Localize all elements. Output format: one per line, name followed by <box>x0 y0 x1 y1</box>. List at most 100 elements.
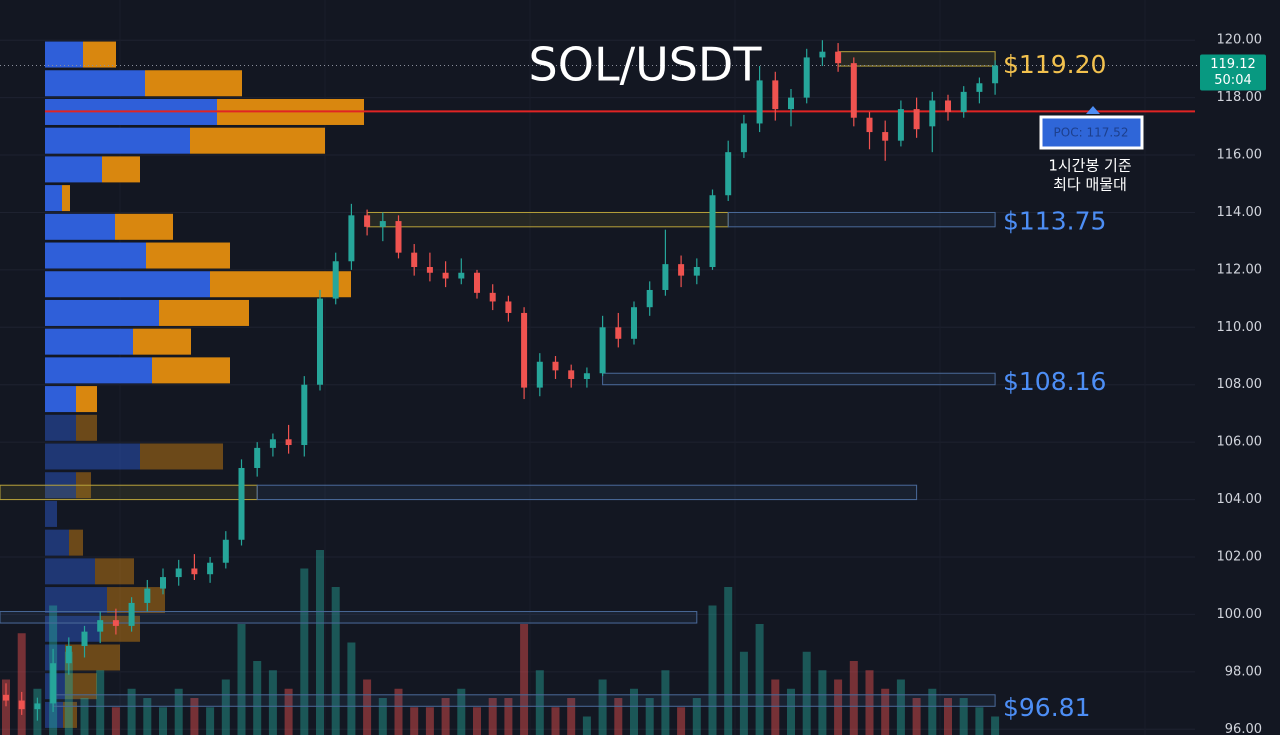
poc-box <box>1039 115 1144 150</box>
candle-body <box>568 370 575 379</box>
candle-body <box>269 439 276 448</box>
volume-bar <box>206 707 215 735</box>
volume-bar <box>724 587 733 735</box>
volume-bar <box>959 698 968 735</box>
candle-body <box>285 439 292 446</box>
candle-body <box>740 123 747 153</box>
candle-body <box>175 568 182 578</box>
volume-bar <box>237 624 246 735</box>
candle-body <box>945 100 951 112</box>
profile-buy <box>45 213 115 240</box>
candle-body <box>536 361 543 388</box>
candle-body <box>474 272 480 293</box>
candle-body <box>112 620 119 626</box>
profile-buy <box>45 242 146 269</box>
profile-buy <box>45 357 152 384</box>
volume-bar <box>692 698 701 735</box>
profile-buy <box>45 299 159 326</box>
candle-body <box>709 195 716 268</box>
zone <box>602 372 996 386</box>
y-tick-label: 114.00 <box>1217 205 1263 220</box>
zone <box>366 211 729 228</box>
volume-bar <box>96 670 105 735</box>
candle-body <box>976 83 983 92</box>
last-price: 119.12 <box>1210 57 1256 72</box>
candle-body <box>50 663 57 704</box>
y-tick-label: 108.00 <box>1217 377 1263 392</box>
volume-bar <box>504 698 513 735</box>
volume-bar <box>473 707 481 735</box>
profile-buy <box>45 328 133 355</box>
y-tick-label: 96.00 <box>1225 722 1262 735</box>
candle-body <box>788 97 794 110</box>
volume-bar <box>928 688 937 735</box>
volume-bar <box>739 651 748 735</box>
level-label: $108.16 <box>1003 367 1106 396</box>
volume-bar <box>111 707 120 735</box>
volume-bar <box>441 698 450 735</box>
volume-bar <box>316 550 324 735</box>
profile-sell <box>159 299 249 326</box>
zone <box>0 484 258 501</box>
profile-buy <box>45 443 140 470</box>
candle-body <box>756 80 763 124</box>
volume-bar <box>896 679 905 735</box>
candle-body <box>222 539 229 563</box>
volume-bar <box>520 624 529 735</box>
profile-buy <box>45 41 83 68</box>
volume-bar <box>818 670 827 735</box>
volume-bar <box>755 624 764 735</box>
poc-label: POC: 117.52 <box>1054 126 1129 140</box>
profile-buy <box>45 587 107 614</box>
volume-bar <box>425 707 434 735</box>
profile-sell <box>95 558 134 585</box>
volume-bar <box>457 688 466 735</box>
profile-buy <box>45 558 95 585</box>
volume-bar <box>190 698 199 735</box>
candle-body <box>379 221 386 227</box>
volume-bar <box>582 716 591 735</box>
zone <box>52 694 996 707</box>
candle-body <box>521 312 528 388</box>
volume-bar <box>300 568 309 735</box>
candle-body <box>552 361 559 371</box>
candle-body <box>65 645 72 664</box>
candle-body <box>3 694 9 701</box>
candle-body <box>929 100 936 127</box>
candle-body <box>693 267 700 276</box>
candle-body <box>332 261 339 299</box>
profile-sell <box>133 328 191 355</box>
price-badge <box>1200 54 1266 91</box>
volume-bar <box>159 707 167 735</box>
candle-body <box>583 373 590 379</box>
candle-body <box>803 57 810 98</box>
profile-sell <box>102 156 140 183</box>
profile-buy <box>45 529 69 556</box>
profile-sell <box>76 414 97 441</box>
volume-bar <box>708 605 717 735</box>
candle-body <box>882 132 889 141</box>
profile-buy <box>45 70 145 97</box>
profile-sell <box>152 357 230 384</box>
profile-buy <box>45 156 102 183</box>
volume-bar <box>253 661 262 735</box>
profile-buy <box>45 127 190 154</box>
candle-body <box>646 289 653 308</box>
level-label: $96.81 <box>1003 693 1090 722</box>
profile-sell <box>146 242 230 269</box>
candle-body <box>238 467 245 540</box>
candle-body <box>662 264 669 290</box>
profile-sell <box>140 443 223 470</box>
candle-body <box>835 51 842 64</box>
countdown: 50:04 <box>1214 73 1251 88</box>
poc-note: 최다 매물대 <box>1053 176 1127 194</box>
candle-body <box>913 109 920 130</box>
candle-body <box>128 602 135 626</box>
candle-body <box>364 215 371 227</box>
profile-buy <box>45 271 210 298</box>
zone <box>256 484 918 501</box>
volume-bar <box>912 698 921 735</box>
volume-bar <box>677 707 686 735</box>
volume-bar <box>394 688 403 735</box>
volume-bar <box>849 661 858 735</box>
